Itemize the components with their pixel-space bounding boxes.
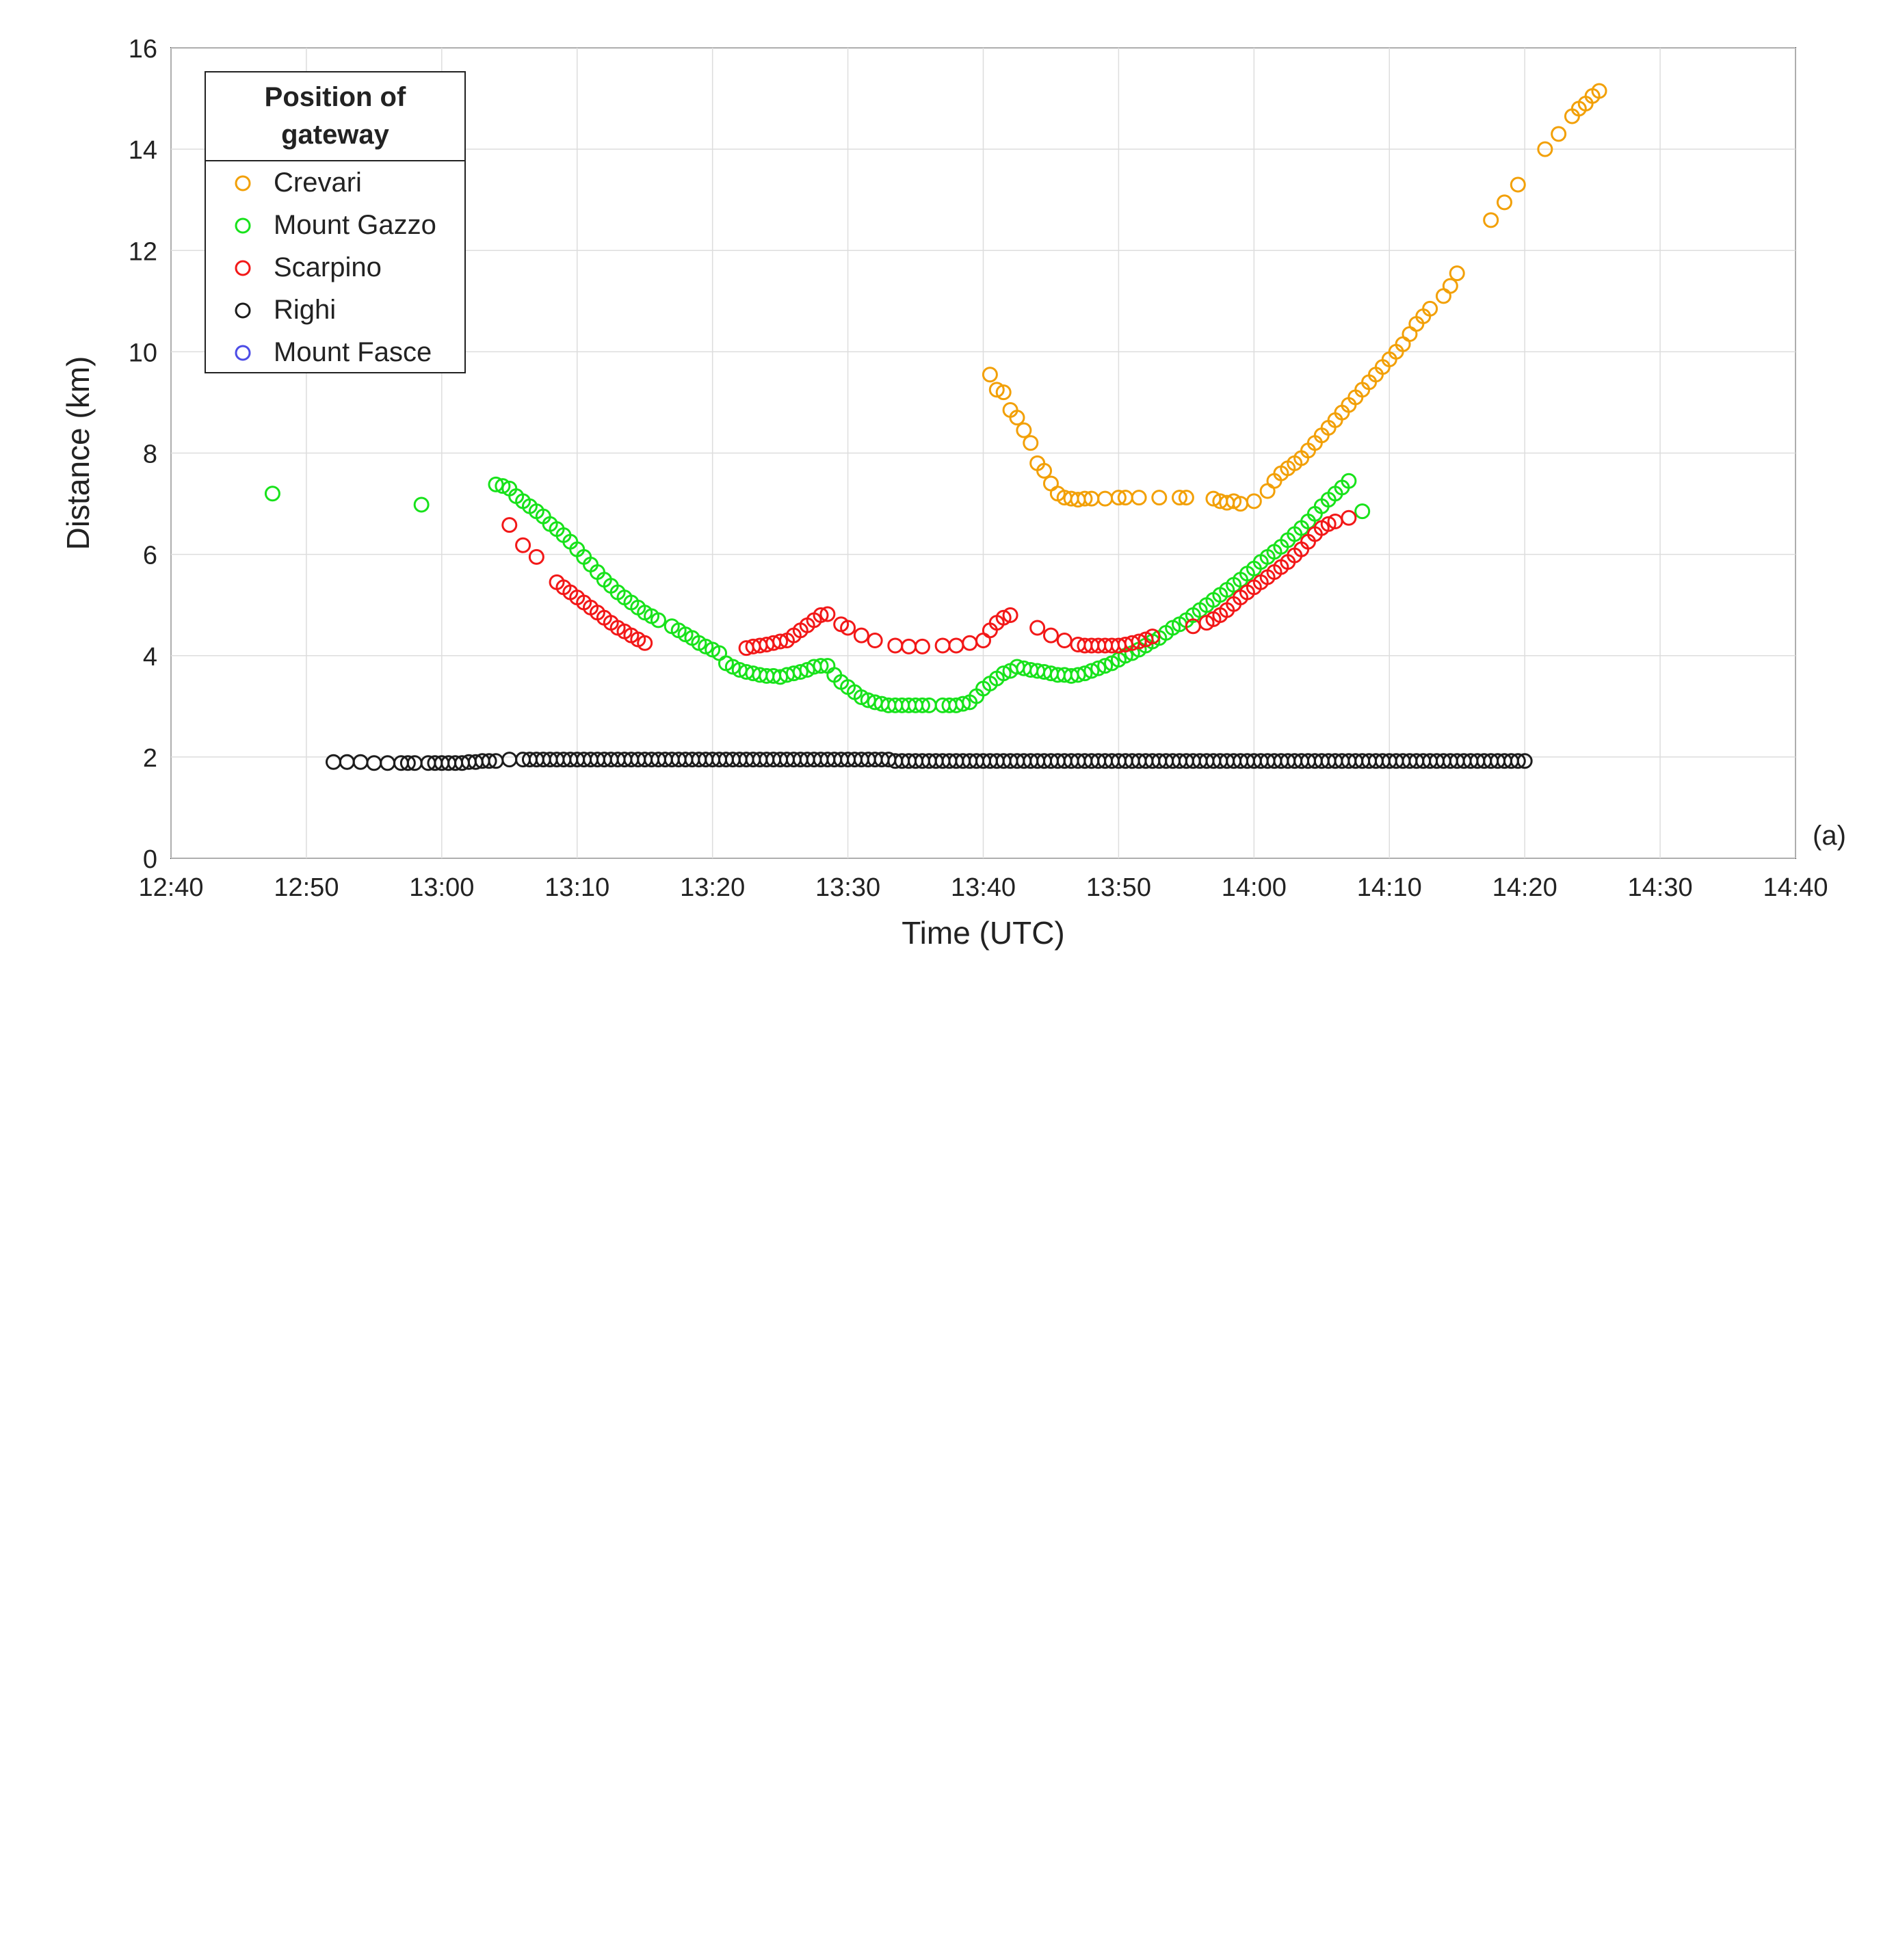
- x-tick-label: 13:20: [680, 873, 745, 902]
- legend-label: Scarpino: [274, 252, 382, 282]
- legend-title-line1: Position of: [265, 82, 406, 112]
- y-tick-label: 4: [143, 643, 157, 672]
- x-tick-label: 13:50: [1086, 873, 1151, 902]
- x-tick-label: 14:00: [1222, 873, 1287, 902]
- y-tick-label: 12: [129, 237, 157, 266]
- x-tick-label: 13:40: [951, 873, 1016, 902]
- y-axis-label: Distance (km): [60, 356, 96, 551]
- y-tick-label: 0: [143, 845, 157, 874]
- x-tick-label: 13:10: [544, 873, 609, 902]
- figure-canvas: 12:40 12:50 13:00 13:10 13:20 13:30 13:40 13:50…: [0, 0, 1881, 1960]
- x-tick-label: 14:30: [1628, 873, 1693, 902]
- x-tick-label: 13:00: [409, 873, 474, 902]
- legend-label: Mount Gazzo: [274, 210, 436, 240]
- panel-a: 12:40 12:50 13:00 13:10 13:20 13:30 13:40 13:50…: [60, 35, 1846, 951]
- x-tick-label: 14:20: [1492, 873, 1557, 902]
- x-tick-label: 14:10: [1357, 873, 1422, 902]
- legend-title-line2: gateway: [281, 120, 390, 150]
- x-tick-label: 12:40: [138, 873, 203, 902]
- x-tick-label: 14:40: [1763, 873, 1828, 902]
- x-tick-label: 13:30: [815, 873, 880, 902]
- y-tick-label: 14: [129, 136, 157, 165]
- legend-label: Righi: [274, 295, 336, 325]
- y-tick-label: 16: [129, 35, 157, 64]
- y-tick-label: 6: [143, 542, 157, 570]
- x-axis-label: Time (UTC): [902, 915, 1064, 951]
- panel-label: (a): [1813, 821, 1846, 851]
- y-tick-label: 2: [143, 744, 157, 773]
- y-tick-label: 8: [143, 440, 157, 469]
- x-tick-label: 12:50: [274, 873, 339, 902]
- legend-label: Mount Fasce: [274, 337, 432, 367]
- legend-label: Crevari: [274, 168, 362, 198]
- y-tick-label: 10: [129, 339, 157, 367]
